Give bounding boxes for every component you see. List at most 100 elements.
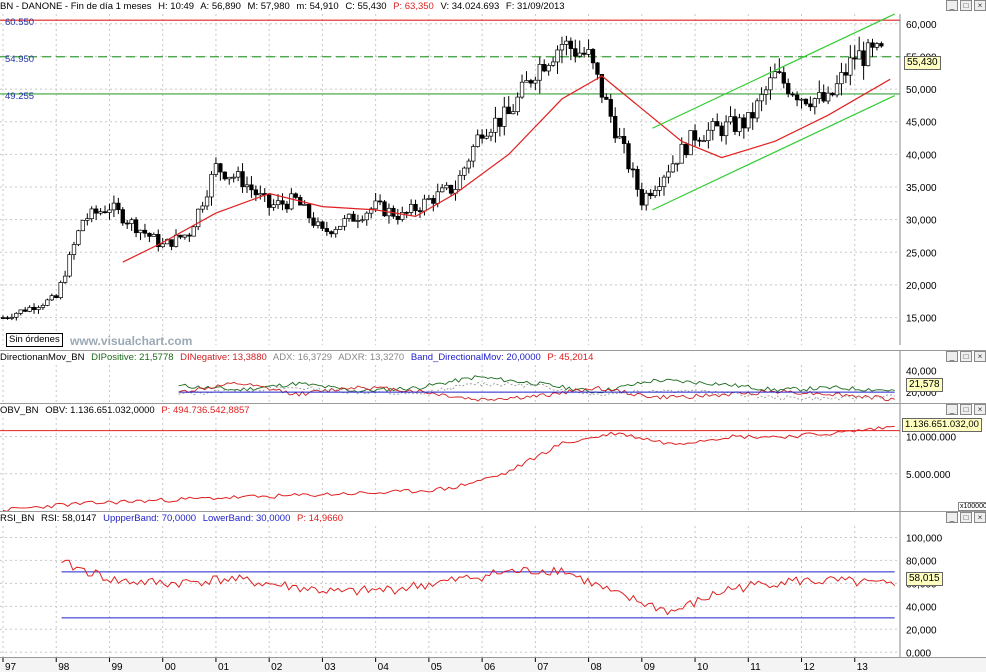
candle xyxy=(732,116,738,132)
y-tick-label: 20,000 xyxy=(906,281,937,292)
candle xyxy=(595,62,600,75)
candle xyxy=(590,49,596,64)
y-tick-label: 35,000 xyxy=(906,183,937,194)
candle xyxy=(76,230,81,245)
x-tick-label: 09 xyxy=(644,662,656,672)
y-tick-label: 25,000 xyxy=(906,248,937,259)
candle xyxy=(98,211,103,214)
maximize-button[interactable]: □ xyxy=(960,404,972,415)
candle xyxy=(147,232,152,237)
dmi-value-box: 21,578 xyxy=(906,378,943,392)
candle xyxy=(684,143,689,156)
rsi-value: RSI: 58,0147 xyxy=(40,513,97,524)
candle xyxy=(555,49,560,63)
candle xyxy=(27,306,32,312)
minimize-button[interactable]: _ xyxy=(946,404,958,415)
x-tick-label: 02 xyxy=(271,662,283,672)
candle xyxy=(435,191,440,204)
rsi-panel: RSI_BN RSI: 58,0147 UppperBand: 70,0000 … xyxy=(0,511,986,658)
candle xyxy=(333,229,338,235)
candle xyxy=(573,48,578,57)
maximize-button[interactable]: □ xyxy=(960,351,972,362)
candle xyxy=(586,49,591,55)
time-axis: 97 98 99 00 01 02 03 04 05 06 07 08 09 10 11 12 13 xyxy=(0,657,986,672)
candle xyxy=(196,208,201,228)
minimize-button[interactable]: _ xyxy=(946,351,958,362)
price-chart[interactable]: 15,000 20,000 25,000 30,000 35,000 40,000 45,0… xyxy=(0,0,986,345)
dmi-window-controls: _ □ × xyxy=(946,351,986,362)
candle xyxy=(817,92,822,99)
candle xyxy=(755,100,760,119)
dmi-line xyxy=(178,381,895,402)
close-button[interactable]: × xyxy=(974,0,986,11)
maximize-button[interactable]: □ xyxy=(960,512,972,523)
candle xyxy=(617,135,622,139)
candle xyxy=(9,316,15,319)
candle xyxy=(67,254,72,277)
candle xyxy=(360,219,365,222)
obv-name: OBV_BN xyxy=(0,405,39,416)
candle xyxy=(271,204,276,208)
y-tick-label: 100,000 xyxy=(906,533,943,544)
y-tick-label: 50,000 xyxy=(906,85,937,96)
candle xyxy=(253,189,259,196)
close-button[interactable]: × xyxy=(974,351,986,362)
y-tick-label: 15,000 xyxy=(906,314,937,325)
candle xyxy=(116,202,121,210)
candle xyxy=(772,71,778,79)
candle xyxy=(351,213,356,222)
candle xyxy=(794,94,800,101)
rsi-header: RSI_BN RSI: 58,0147 UppperBand: 70,0000 … xyxy=(0,512,347,526)
candle xyxy=(639,189,644,206)
x-tick-label: 99 xyxy=(111,662,123,672)
candle xyxy=(240,171,245,188)
dmi-adx: ADX: 16,3729 xyxy=(272,352,333,363)
candle xyxy=(484,135,489,139)
dmi-header: DirectionanMov_BN DIPositive: 21,5778 DI… xyxy=(0,351,597,365)
rsi-window-controls: _ □ × xyxy=(946,512,986,523)
y-tick-label: 40,000 xyxy=(906,366,937,377)
candle xyxy=(848,57,853,76)
candle xyxy=(768,77,773,91)
x-tick-label: 05 xyxy=(431,662,443,672)
watermark: www.visualchart.com xyxy=(70,334,193,348)
candle xyxy=(697,139,702,142)
candle xyxy=(444,184,449,189)
maximize-button[interactable]: □ xyxy=(960,0,972,11)
dmi-name: DirectionanMov_BN xyxy=(0,352,85,363)
minimize-button[interactable]: _ xyxy=(946,512,958,523)
dmi-din: DINegative: 13,3880 xyxy=(180,352,267,363)
header-c: C: 55,430 xyxy=(345,1,387,12)
candle xyxy=(604,96,609,100)
rsi-line xyxy=(61,559,896,616)
obv-chart[interactable]: 10.000.000 5.000.000 xyxy=(0,404,986,511)
candle xyxy=(688,130,693,156)
candle xyxy=(581,52,587,55)
orders-button[interactable]: Sin órdenes xyxy=(6,333,63,347)
close-button[interactable]: × xyxy=(974,404,986,415)
candle xyxy=(431,198,436,204)
candle xyxy=(475,134,480,147)
candle xyxy=(404,211,409,214)
candle xyxy=(142,229,148,234)
dmi-chart[interactable]: 40,000 20,000 xyxy=(0,351,986,403)
candle xyxy=(204,196,210,207)
candle xyxy=(852,57,857,60)
minimize-button[interactable]: _ xyxy=(946,0,958,11)
candle xyxy=(644,192,649,206)
close-button[interactable]: × xyxy=(974,512,986,523)
candle xyxy=(400,211,405,220)
candle xyxy=(284,203,290,210)
candle xyxy=(675,162,680,165)
candle xyxy=(457,174,463,190)
candle xyxy=(746,112,751,129)
candle xyxy=(40,304,46,308)
dmi-line xyxy=(178,375,895,394)
y-tick-label: 80,000 xyxy=(906,556,937,567)
candle xyxy=(626,143,631,170)
candle xyxy=(244,184,250,188)
level-label-low: 49.255 xyxy=(5,91,35,102)
candle xyxy=(550,61,556,66)
candle xyxy=(191,226,196,237)
